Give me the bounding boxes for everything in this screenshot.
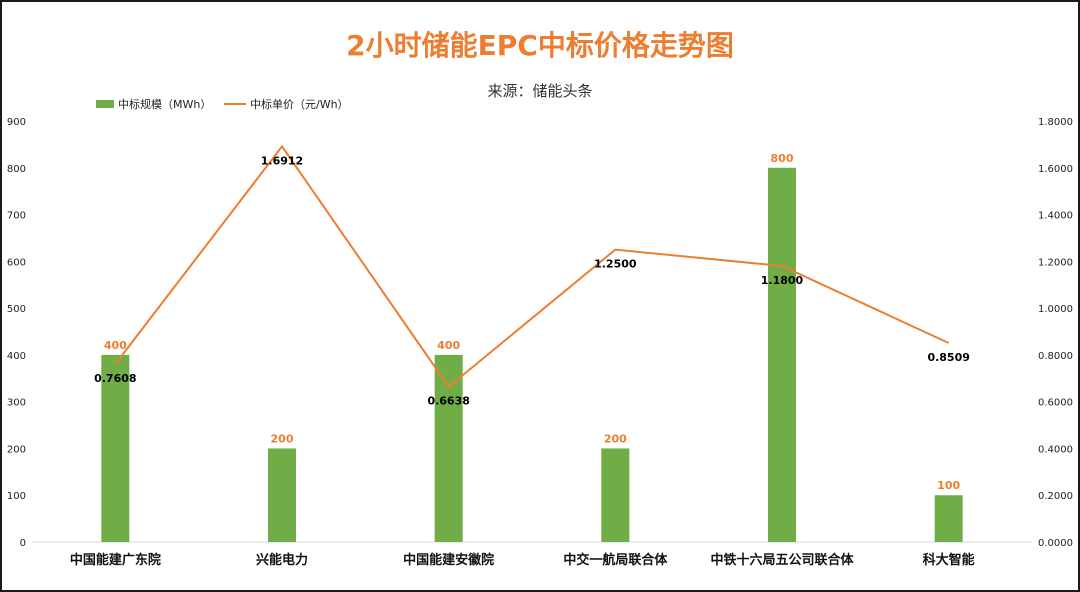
x-category-label: 中国能建安徽院 <box>403 552 494 568</box>
chart-title: 2小时储能EPC中标价格走势图 <box>346 29 734 62</box>
line-value-label: 0.7608 <box>94 372 136 385</box>
axes: 0 100 200 300 400 500 600 700 800 900 0.0000 0.2000… <box>7 117 1073 568</box>
y-right-tick-label: 0.2000 <box>1038 491 1073 502</box>
bar-value-label: 200 <box>604 432 627 445</box>
bar-value-label: 400 <box>437 339 460 352</box>
y-right-tick-label: 1.6000 <box>1038 164 1073 175</box>
chart-subtitle: 来源：储能头条 <box>487 82 593 100</box>
line-value-label: 0.8509 <box>927 351 969 364</box>
y-left-tick-label: 100 <box>7 491 26 502</box>
bar <box>768 167 796 542</box>
line-value-label: 1.6912 <box>261 154 303 167</box>
x-category-label: 科大智能 <box>923 552 975 568</box>
y-right-tick-label: 1.8000 <box>1038 117 1073 128</box>
y-left-tick-label: 200 <box>7 444 26 455</box>
bar <box>268 448 296 542</box>
price-line <box>114 144 950 389</box>
bar <box>934 495 963 542</box>
x-category-label: 兴能电力 <box>256 552 308 568</box>
bar <box>434 354 463 542</box>
x-category-label: 中国能建广东院 <box>70 552 161 568</box>
y-left-tick-label: 300 <box>7 398 26 409</box>
line-value-label: 1.1800 <box>761 274 804 287</box>
y-right-tick-label: 1.2000 <box>1038 257 1073 268</box>
y-right-tick-label: 0.8000 <box>1038 351 1073 362</box>
y-left-tick-label: 900 <box>7 117 26 128</box>
y-right-tick-label: 1.0000 <box>1038 304 1073 315</box>
line-value-label: 1.2500 <box>594 258 637 271</box>
y-right-tick-label: 0.4000 <box>1038 444 1073 455</box>
y-left-tick-label: 400 <box>7 351 26 362</box>
legend: 中标规模（MWh） 中标单价（元/Wh） <box>96 97 349 111</box>
bar-value-label: 400 <box>104 339 127 352</box>
line-value-label: 0.6638 <box>427 395 469 408</box>
y-left-tick-label: 700 <box>7 211 26 222</box>
y-left-tick-label: 600 <box>7 257 26 268</box>
legend-bar-label: 中标规模（MWh） <box>118 97 211 111</box>
y-left-tick-label: 500 <box>7 304 26 315</box>
legend-line-label: 中标单价（元/Wh） <box>250 97 349 111</box>
bar-value-label: 100 <box>937 479 960 492</box>
y-left-tick-label: 800 <box>7 164 26 175</box>
legend-bar-swatch <box>96 100 114 108</box>
y-right-tick-label: 0.0000 <box>1038 538 1073 549</box>
x-category-label: 中交一航局联合体 <box>563 552 668 568</box>
y-left-tick-label: 0 <box>20 538 26 549</box>
y-right-tick-label: 1.4000 <box>1038 211 1073 222</box>
y-right-tick-label: 0.6000 <box>1038 398 1073 409</box>
x-category-label: 中铁十六局五公司联合体 <box>710 552 854 568</box>
bar <box>601 448 630 542</box>
data-labels: 400 200 400 200 800 100 0.7608 1.6912 0.6638 1.25… <box>94 152 970 492</box>
bar <box>101 354 130 542</box>
price-line-path <box>114 144 950 389</box>
bar-value-label: 800 <box>771 152 794 165</box>
bars <box>101 167 963 542</box>
bar-value-label: 200 <box>271 432 294 445</box>
